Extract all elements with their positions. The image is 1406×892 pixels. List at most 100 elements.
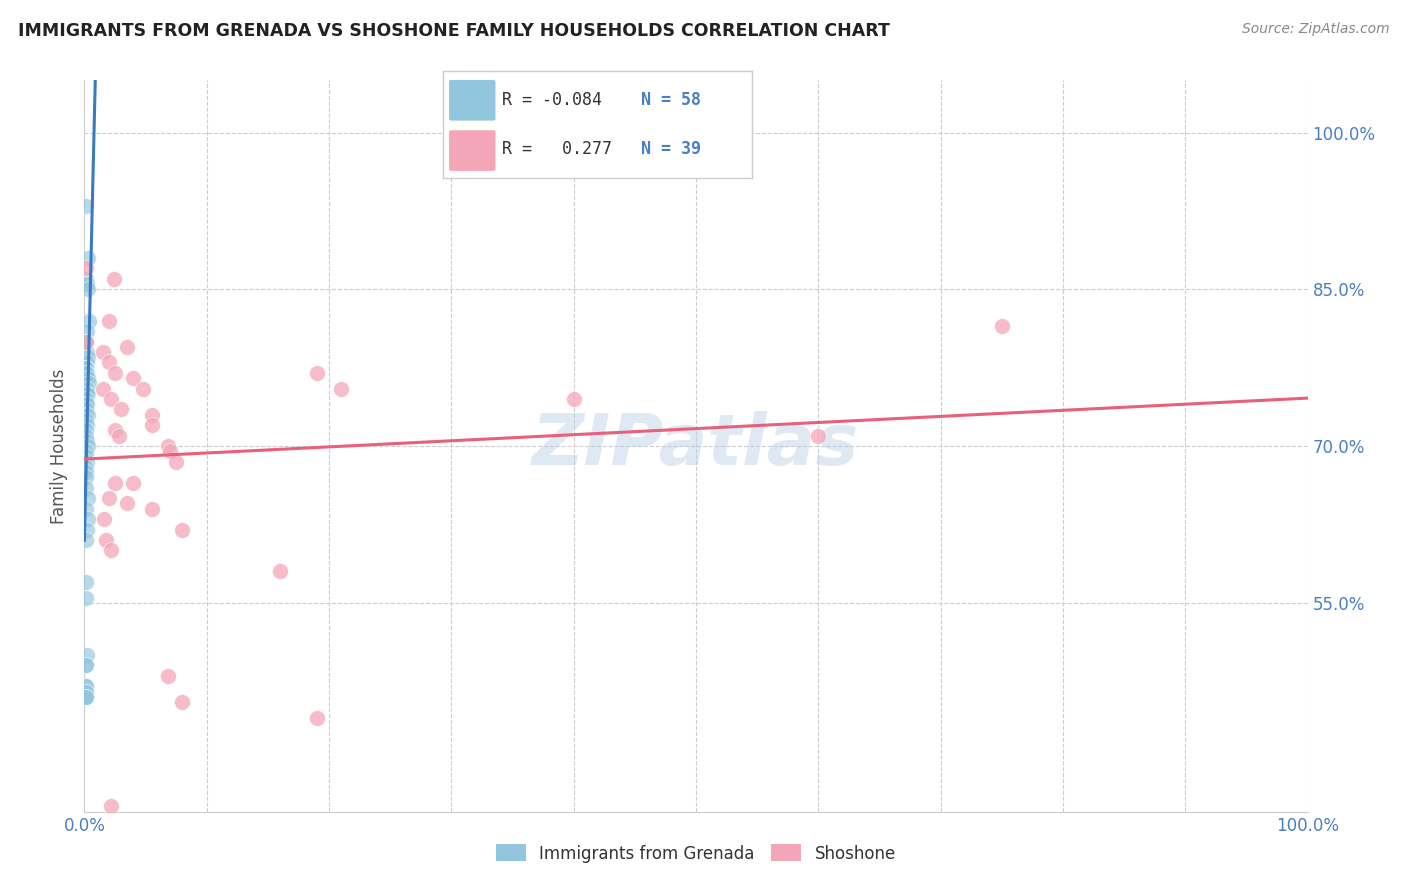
Legend: Immigrants from Grenada, Shoshone: Immigrants from Grenada, Shoshone [489, 838, 903, 869]
Point [76, 397, 98, 411]
Text: IMMIGRANTS FROM GRENADA VS SHOSHONE FAMILY HOUSEHOLDS CORRELATION CHART: IMMIGRANTS FROM GRENADA VS SHOSHONE FAMI… [18, 22, 890, 40]
Point [93, 512, 115, 526]
Point [75, 408, 97, 422]
Point [807, 428, 830, 442]
Point [107, 428, 129, 442]
Point [104, 423, 127, 437]
Point [991, 318, 1014, 333]
Point [76, 382, 98, 396]
Point [91, 345, 114, 359]
Point [75, 684, 97, 698]
Text: R =   0.277: R = 0.277 [502, 141, 612, 159]
Point [172, 695, 194, 709]
Point [75, 658, 97, 673]
Point [100, 799, 122, 814]
Point [75, 459, 97, 474]
Point [172, 523, 194, 537]
Point [562, 392, 585, 406]
Point [77, 491, 100, 506]
Point [75, 690, 97, 704]
Point [76, 355, 98, 369]
Text: R = -0.084: R = -0.084 [502, 91, 602, 109]
Point [75, 450, 97, 464]
Point [75, 679, 97, 693]
Point [110, 402, 132, 417]
Point [305, 711, 328, 725]
Point [75, 481, 97, 495]
Point [76, 277, 98, 291]
Point [75, 423, 97, 437]
Point [115, 496, 138, 510]
Point [75, 360, 97, 375]
Point [77, 251, 100, 265]
Point [76, 418, 98, 433]
Point [77, 313, 100, 327]
Point [75, 690, 97, 704]
Point [97, 313, 120, 327]
Point [77, 376, 100, 391]
Point [76, 386, 98, 401]
Point [75, 679, 97, 693]
Point [75, 533, 97, 547]
Point [156, 439, 179, 453]
Point [75, 470, 97, 484]
Point [75, 366, 97, 380]
Point [76, 648, 98, 662]
Point [76, 345, 98, 359]
Point [75, 444, 97, 458]
Point [76, 523, 98, 537]
Point [75, 360, 97, 375]
Point [75, 658, 97, 673]
Point [76, 455, 98, 469]
Text: Source: ZipAtlas.com: Source: ZipAtlas.com [1241, 22, 1389, 37]
Point [75, 501, 97, 516]
Point [76, 366, 98, 380]
Point [75, 684, 97, 698]
FancyBboxPatch shape [449, 80, 495, 120]
Point [132, 382, 155, 396]
Point [91, 382, 114, 396]
Point [330, 382, 353, 396]
Point [156, 669, 179, 683]
Text: N = 58: N = 58 [641, 91, 700, 109]
Point [141, 418, 163, 433]
Point [75, 261, 97, 276]
Point [76, 324, 98, 338]
Y-axis label: Family Households: Family Households [51, 368, 69, 524]
Point [75, 402, 97, 417]
Point [97, 491, 120, 506]
FancyBboxPatch shape [449, 130, 495, 171]
Point [96, 533, 118, 547]
Point [75, 199, 97, 213]
Point [269, 565, 291, 579]
Point [165, 455, 187, 469]
Point [75, 397, 97, 411]
Point [77, 408, 100, 422]
Point [75, 428, 97, 442]
Point [75, 413, 97, 427]
Point [122, 371, 145, 385]
Point [75, 272, 97, 286]
Point [97, 355, 120, 369]
Text: ZIPatlas: ZIPatlas [533, 411, 859, 481]
Point [103, 272, 125, 286]
Point [305, 366, 328, 380]
Point [100, 543, 122, 558]
Point [75, 591, 97, 605]
Point [75, 334, 97, 349]
Point [77, 350, 100, 364]
Point [75, 392, 97, 406]
Point [122, 475, 145, 490]
Point [104, 366, 127, 380]
Point [77, 386, 100, 401]
Point [115, 340, 138, 354]
Point [100, 392, 122, 406]
Point [77, 371, 100, 385]
Point [75, 360, 97, 375]
Point [76, 434, 98, 448]
Point [141, 408, 163, 422]
Point [141, 501, 163, 516]
Point [77, 282, 100, 296]
Point [75, 334, 97, 349]
Point [159, 444, 181, 458]
